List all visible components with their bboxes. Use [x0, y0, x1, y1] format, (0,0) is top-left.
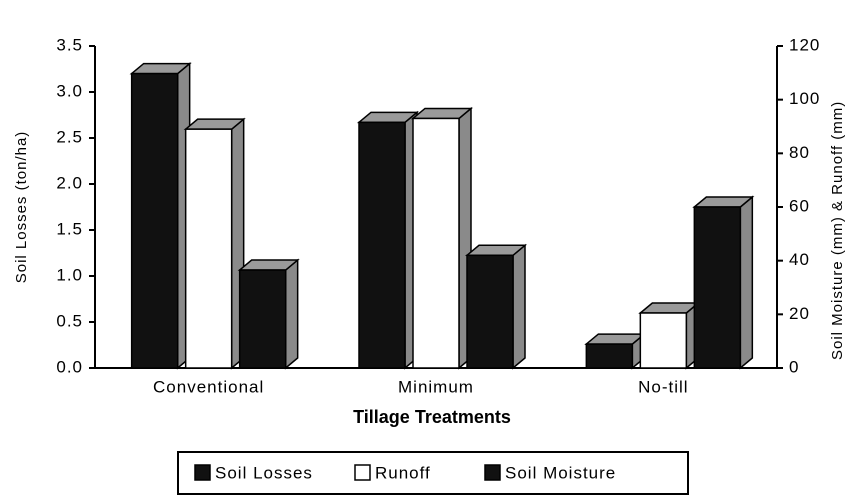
- bar-side: [512, 243, 526, 370]
- y2-tick-label: 80: [789, 143, 810, 162]
- legend-label: Runoff: [375, 463, 431, 482]
- y-tick-label: 0.5: [56, 311, 83, 330]
- legend-label: Soil Moisture: [505, 463, 616, 482]
- bar: [184, 128, 233, 369]
- bar: [412, 117, 460, 369]
- bar: [693, 206, 742, 369]
- y2-tick-label: 60: [789, 196, 810, 215]
- y-tick-label: 1.5: [56, 219, 83, 238]
- bar: [238, 269, 287, 369]
- y2-tick-label: 100: [789, 89, 820, 108]
- bar: [466, 254, 514, 369]
- bar: [639, 312, 688, 369]
- bar: [585, 343, 634, 369]
- legend-label: Soil Losses: [215, 463, 313, 482]
- x-axis-title: Tillage Treatments: [353, 407, 511, 427]
- x-tick-label: Conventional: [153, 377, 264, 396]
- y2-tick-label: 0: [789, 357, 799, 376]
- bar: [130, 72, 179, 369]
- bar: [358, 121, 406, 369]
- legend-swatch: [194, 464, 211, 481]
- bar-side: [284, 258, 299, 370]
- y-tick-label: 3.5: [56, 35, 83, 54]
- legend-box: [177, 451, 689, 495]
- y2-tick-label: 40: [789, 250, 810, 269]
- y-tick-label: 1.0: [56, 265, 83, 284]
- y2-axis-title: Soil Moisture (mm) & Runoff (mm): [829, 101, 846, 360]
- y-tick-label: 2.5: [56, 127, 83, 146]
- bar-side: [739, 195, 754, 370]
- x-tick-label: Minimum: [398, 377, 474, 396]
- y-tick-label: 2.0: [56, 173, 83, 192]
- legend-swatch: [484, 464, 501, 481]
- y2-tick-label: 120: [789, 35, 820, 54]
- legend-swatch: [354, 464, 371, 481]
- y2-tick-label: 20: [789, 304, 810, 323]
- x-tick-label: No-till: [638, 377, 688, 396]
- y-axis-title: Soil Losses (ton/ha): [13, 131, 30, 284]
- y-tick-label: 0.0: [56, 357, 83, 376]
- y-tick-label: 3.0: [56, 81, 83, 100]
